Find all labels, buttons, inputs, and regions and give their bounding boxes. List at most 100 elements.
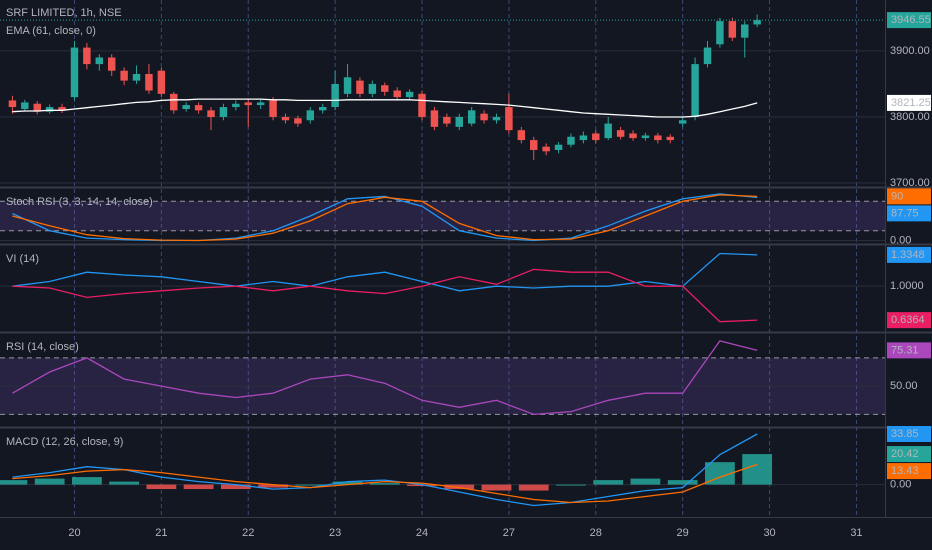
y-tick-label: 3800.00: [890, 111, 930, 123]
candle-body: [120, 70, 128, 81]
histogram-bar: [705, 462, 735, 485]
y-tick-label: 50.00: [890, 380, 918, 392]
candle-body: [728, 21, 737, 38]
candle-body: [294, 118, 302, 124]
candle-body: [430, 110, 439, 127]
pane-title: SRF LIMITED, 1h, NSE: [6, 7, 122, 19]
x-tick-label: 21: [155, 527, 167, 539]
candle-body: [33, 103, 41, 112]
y-tick-label: 1.0000: [890, 280, 924, 292]
candle-body: [95, 57, 104, 65]
x-tick-label: 27: [503, 527, 515, 539]
histogram-bar: [556, 484, 586, 486]
candle-body: [194, 105, 203, 111]
last-value-box: [887, 426, 931, 443]
pane-title: RSI (14, close): [6, 341, 79, 353]
candle-body: [418, 93, 426, 117]
series-line: [12, 252, 758, 292]
y-tick-label: 0.00: [890, 234, 911, 246]
series-line: [12, 98, 758, 118]
last-value-box: [887, 463, 931, 480]
last-value-label: 1.3348: [891, 249, 925, 261]
candle-body: [629, 133, 637, 139]
last-value-box: [887, 446, 931, 463]
series-line: [12, 194, 758, 242]
y-tick-label: 3700.00: [890, 177, 930, 189]
x-tick-label: 24: [416, 527, 428, 539]
histogram-bar: [109, 481, 140, 485]
band-fill: [0, 201, 885, 231]
candle-body: [455, 116, 463, 127]
candle-body: [269, 100, 277, 117]
histogram-bar: [667, 480, 698, 485]
pane: 0.00 MACD (12, 26, close, 9) 20.42 33.85 13.…: [0, 426, 931, 507]
candle-body: [753, 20, 761, 25]
candle-body: [232, 103, 240, 108]
histogram-bar: [369, 483, 400, 485]
histogram-bar: [220, 484, 251, 490]
pane: 3700.00 3800.00 3900.00 SRF LIMITED, 1h, NS…: [0, 7, 931, 189]
candle-body: [331, 83, 339, 108]
histogram-bar: [258, 484, 288, 488]
last-value-label: 33.85: [891, 428, 919, 440]
histogram-bar: [593, 480, 624, 485]
candle-body: [207, 110, 215, 117]
candle-body: [542, 146, 550, 152]
last-value-label: 3946.55: [891, 14, 931, 26]
x-tick-label: 22: [242, 527, 254, 539]
candle-body: [157, 70, 166, 94]
candle-body: [393, 90, 401, 98]
candle-body: [356, 80, 364, 94]
histogram-bar: [742, 454, 773, 485]
x-tick-label: 23: [329, 527, 341, 539]
pane: 1.0000 VI (14) 1.3348 0.6364: [0, 246, 931, 329]
candle-body: [58, 107, 66, 111]
candle-body: [641, 135, 650, 139]
last-value-label: 75.31: [891, 344, 919, 356]
histogram-bar: [0, 480, 28, 485]
candle-body: [368, 83, 377, 94]
candle-body: [182, 105, 190, 110]
candle-body: [716, 21, 724, 45]
candle-body: [505, 107, 513, 131]
candle-body: [8, 100, 17, 108]
candle-body: [145, 74, 153, 91]
pane-title: VI (14): [6, 253, 39, 265]
histogram-bar: [71, 477, 102, 485]
histogram-bar: [444, 484, 475, 490]
x-tick-label: 31: [850, 527, 862, 539]
y-tick-label: 3900.00: [890, 45, 930, 57]
last-value-box: [887, 188, 931, 205]
series-line: [12, 193, 758, 242]
last-value-label: 3821.25: [891, 97, 931, 109]
candle-body: [666, 136, 674, 141]
candle-body: [219, 107, 228, 117]
legend-entry: EMA (61, close, 0): [6, 25, 96, 37]
candle-body: [170, 93, 178, 111]
candle-body: [554, 144, 563, 150]
x-tick-label: 28: [590, 527, 602, 539]
last-value-label: 20.42: [891, 448, 919, 460]
candle-body: [530, 140, 538, 150]
pane-title: Stoch RSI (3, 3, 14, 14, close): [6, 196, 153, 208]
candle-body: [741, 24, 749, 38]
candle-body: [654, 135, 662, 141]
candle-body: [703, 47, 712, 65]
histogram-bar: [481, 484, 512, 491]
x-tick-label: 30: [763, 527, 775, 539]
candle-body: [381, 85, 389, 92]
candle-body: [21, 102, 29, 110]
last-value-box: [887, 94, 931, 111]
candle-body: [107, 57, 116, 71]
candle-body: [480, 113, 488, 121]
histogram-bar: [630, 478, 661, 485]
last-value-box: [887, 205, 931, 222]
pane-title: MACD (12, 26, close, 9): [6, 436, 123, 448]
series-line: [12, 433, 758, 507]
candle-body: [691, 64, 699, 117]
series-line: [12, 340, 758, 416]
pane: 50.00 RSI (14, close) 75.31: [0, 340, 931, 416]
candle-body: [443, 116, 451, 124]
